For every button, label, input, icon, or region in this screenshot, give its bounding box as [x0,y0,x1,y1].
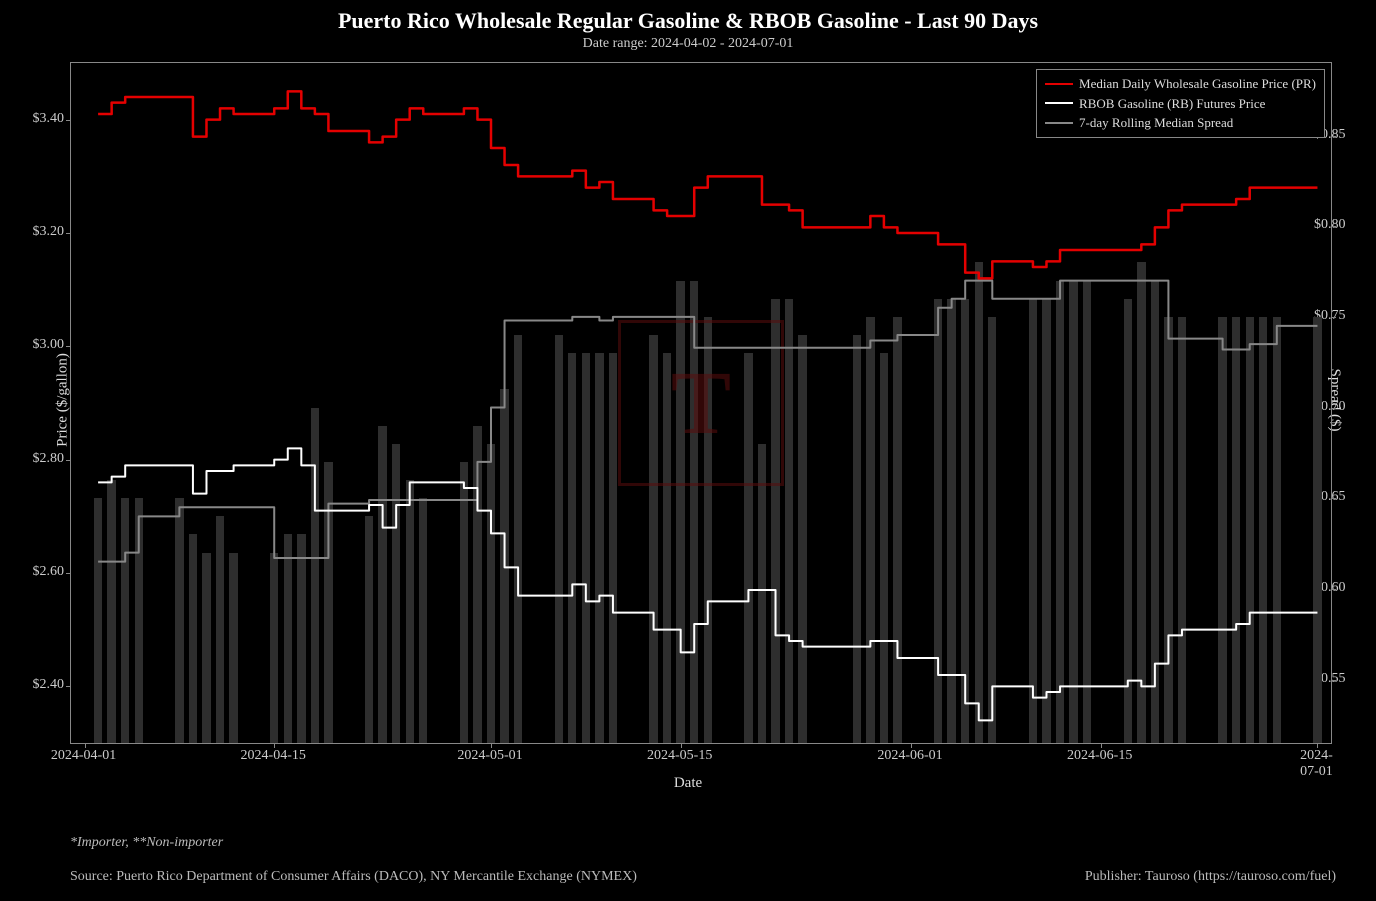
rbob-line [98,448,1317,720]
plot-area: T Median Daily Wholesale Gasoline Price … [70,62,1332,744]
chart-page: Puerto Rico Wholesale Regular Gasoline &… [0,0,1376,901]
y-left-tick-label: $2.40 [33,677,65,693]
legend-label: RBOB Gasoline (RB) Futures Price [1079,94,1265,114]
x-tick-label: 2024-07-01 [1300,748,1333,780]
legend-label: Median Daily Wholesale Gasoline Price (P… [1079,74,1316,94]
legend-swatch [1045,102,1073,104]
x-tick-label: 2024-05-01 [457,748,522,764]
y-ticks-left: $2.40 $2.60 $2.80 $3.00 $3.20 $3.40 [22,62,68,742]
x-ticks: 2024-04-012024-04-152024-05-012024-05-15… [70,748,1330,768]
legend: Median Daily Wholesale Gasoline Price (P… [1036,69,1325,138]
x-tick-label: 2024-04-15 [241,748,306,764]
chart-subtitle: Date range: 2024-04-02 - 2024-07-01 [0,36,1376,52]
y-left-tick-label: $3.40 [33,111,65,127]
x-tick-label: 2024-06-15 [1067,748,1132,764]
x-tick-label: 2024-04-01 [51,748,116,764]
legend-item: RBOB Gasoline (RB) Futures Price [1045,94,1316,114]
x-tick-label: 2024-06-01 [877,748,942,764]
footer-publisher: Publisher: Tauroso (https://tauroso.com/… [1085,869,1336,885]
line-plot-svg [71,63,1331,743]
legend-swatch [1045,122,1073,124]
footer: *Importer, **Non-importer Source: Puerto… [70,835,1336,885]
legend-swatch [1045,83,1073,85]
legend-item: Median Daily Wholesale Gasoline Price (P… [1045,74,1316,94]
footer-source: Source: Puerto Rico Department of Consum… [70,869,637,885]
footer-note: *Importer, **Non-importer [70,835,1336,851]
y-left-tick-label: $2.60 [33,564,65,580]
legend-label: 7-day Rolling Median Spread [1079,113,1233,133]
x-tick-label: 2024-05-15 [647,748,712,764]
spread-line [98,281,1317,562]
legend-item: 7-day Rolling Median Spread [1045,113,1316,133]
y-left-tick-label: $3.20 [33,224,65,240]
x-axis-label: Date [0,775,1376,792]
chart-title: Puerto Rico Wholesale Regular Gasoline &… [0,8,1376,34]
y-left-tick-label: $2.80 [33,451,65,467]
y-left-tick-label: $3.00 [33,337,65,353]
